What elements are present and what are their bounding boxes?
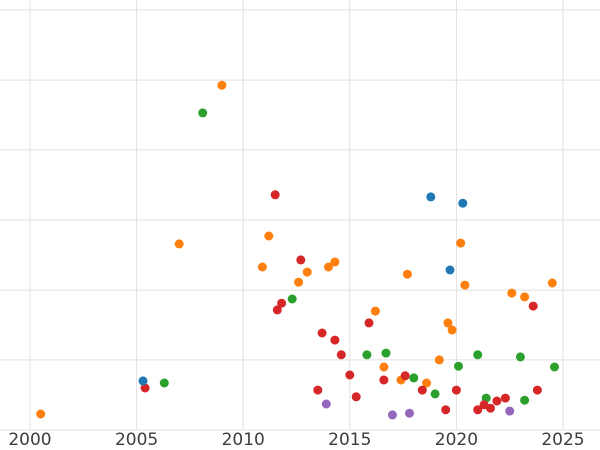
data-point-purple: [505, 406, 515, 416]
data-point-red: [441, 405, 451, 415]
data-point-orange: [294, 277, 304, 287]
data-point-red: [528, 301, 538, 311]
data-point-orange: [36, 409, 46, 419]
data-point-green: [550, 362, 559, 372]
data-point-orange: [174, 239, 184, 249]
data-point-orange: [302, 267, 312, 277]
data-point-green: [473, 350, 483, 360]
data-point-red: [400, 371, 410, 381]
data-point-orange: [443, 318, 453, 328]
data-point-orange: [456, 238, 466, 248]
data-point-red: [317, 328, 327, 338]
data-point-blue: [445, 265, 455, 275]
x-axis-tick-labels: 2000 2005 2010 2015 2020 2025: [8, 430, 584, 450]
data-point-green: [362, 350, 372, 360]
data-point-orange: [460, 280, 470, 290]
data-point-red: [313, 385, 323, 395]
data-point-red: [140, 383, 150, 393]
data-point-blue: [458, 198, 468, 208]
data-point-orange: [324, 262, 333, 272]
data-point-red: [417, 385, 427, 395]
data-point-green: [515, 352, 525, 362]
data-point-orange: [422, 378, 432, 388]
data-point-green: [409, 373, 419, 383]
x-tick-label: 2015: [328, 430, 371, 450]
data-point-orange: [507, 288, 517, 298]
x-tick-label: 2020: [435, 430, 478, 450]
data-point-green: [454, 361, 463, 371]
data-point-purple: [387, 410, 397, 420]
data-point-red: [351, 392, 361, 402]
data-point-red: [379, 375, 389, 385]
data-point-orange: [257, 262, 267, 272]
data-point-blue: [138, 376, 148, 386]
data-point-red: [492, 396, 502, 406]
data-point-green: [430, 389, 440, 399]
data-point-blue: [426, 192, 436, 202]
data-point-orange: [330, 257, 340, 267]
data-point-red: [364, 318, 374, 328]
data-point-green: [381, 348, 391, 358]
x-tick-label: 2000: [8, 430, 51, 450]
data-point-orange: [402, 269, 412, 279]
data-point-orange: [217, 80, 227, 90]
data-point-orange: [434, 355, 444, 365]
data-point-red: [473, 405, 483, 415]
data-point-purple: [321, 399, 331, 409]
data-point-orange: [447, 325, 457, 335]
x-tick-label: 2010: [222, 430, 265, 450]
data-point-red: [336, 350, 346, 360]
data-point-red: [277, 298, 287, 308]
data-point-red: [296, 255, 306, 265]
x-tick-label: 2025: [541, 430, 584, 450]
data-point-red: [345, 370, 355, 380]
x-tick-label: 2005: [115, 430, 158, 450]
data-point-green: [287, 294, 297, 304]
scatter-points: [36, 80, 559, 420]
data-point-red: [330, 335, 340, 345]
data-point-orange: [379, 362, 389, 372]
data-point-red: [272, 305, 282, 315]
data-point-orange: [547, 278, 557, 288]
data-point-orange: [264, 231, 274, 241]
data-point-green: [520, 395, 530, 405]
data-point-red: [451, 385, 461, 395]
data-point-orange: [520, 292, 530, 302]
data-point-red: [486, 403, 495, 413]
data-point-green: [198, 108, 208, 118]
data-point-purple: [405, 408, 414, 418]
data-point-green: [159, 378, 169, 388]
data-point-red: [500, 393, 510, 403]
gridlines: [0, 0, 600, 431]
data-point-orange: [370, 306, 380, 316]
data-point-red: [532, 385, 542, 395]
data-point-red: [270, 190, 280, 200]
